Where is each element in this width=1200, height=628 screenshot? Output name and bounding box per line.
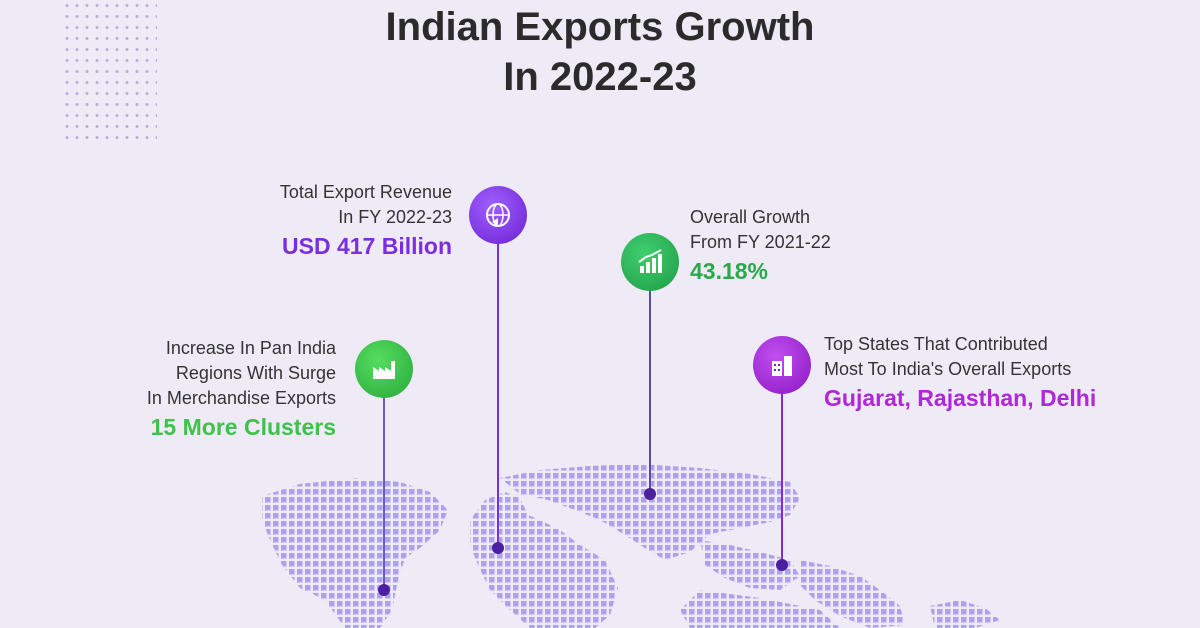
- states-value: Gujarat, Rajasthan, Delhi: [824, 385, 1097, 411]
- revenue-value: USD 417 Billion: [282, 233, 452, 259]
- clusters-label-line-3: In Merchandise Exports: [146, 388, 336, 408]
- revenue-label-line-2: In FY 2022-23: [338, 207, 452, 227]
- growth-pin: [621, 233, 679, 291]
- states-pin: [753, 336, 811, 394]
- clusters-value: 15 More Clusters: [150, 414, 336, 440]
- revenue-stat: Total Export Revenue In FY 2022-23 USD 4…: [200, 180, 452, 262]
- clusters-label-line-1: Increase In Pan India: [165, 338, 336, 358]
- clusters-pin: [355, 340, 413, 398]
- states-label-line-1: Top States That Contributed: [824, 334, 1048, 354]
- clusters-label-line-2: Regions With Surge: [175, 363, 336, 383]
- revenue-pin: [469, 186, 527, 244]
- title-line-2: In 2022-23: [503, 55, 697, 99]
- decorative-dot-grid: [62, 0, 157, 145]
- growth-value: 43.18%: [690, 258, 769, 284]
- bar-chart-growth-icon: [638, 249, 662, 273]
- revenue-label-line-1: Total Export Revenue: [279, 182, 452, 202]
- factory-icon: [373, 361, 395, 379]
- page-title: Indian Exports Growth In 2022-23: [0, 2, 1200, 102]
- globe-exchange-icon: [486, 203, 510, 227]
- title-line-1: Indian Exports Growth: [385, 5, 815, 49]
- states-label-line-2: Most To India's Overall Exports: [824, 359, 1072, 379]
- buildings-icon: [772, 356, 792, 376]
- states-pin-anchor: [776, 559, 788, 571]
- clusters-pin-anchor: [378, 584, 390, 596]
- states-stat: Top States That Contributed Most To Indi…: [824, 332, 1164, 414]
- clusters-stat: Increase In Pan India Regions With Surge…: [60, 336, 336, 443]
- growth-stat: Overall Growth From FY 2021-22 43.18%: [690, 205, 990, 287]
- growth-label-line-2: From FY 2021-22: [690, 232, 831, 252]
- growth-pin-anchor: [644, 488, 656, 500]
- revenue-pin-anchor: [492, 542, 504, 554]
- map-landmass: [262, 464, 1000, 628]
- growth-label-line-1: Overall Growth: [690, 207, 811, 227]
